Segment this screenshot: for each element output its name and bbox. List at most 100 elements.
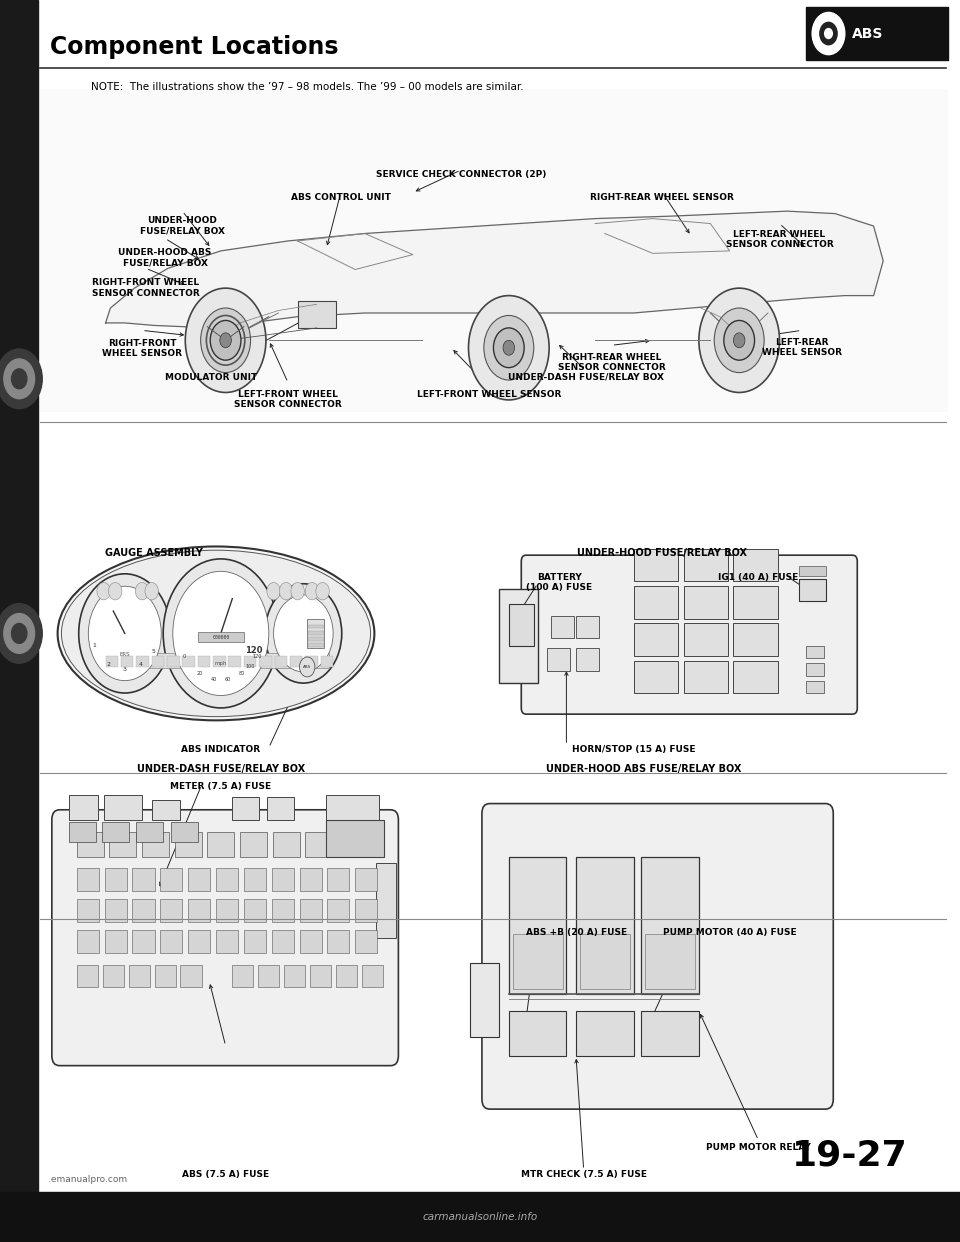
Bar xyxy=(182,656,195,667)
Circle shape xyxy=(724,320,755,360)
Text: 0: 0 xyxy=(182,655,186,660)
Text: ABS: ABS xyxy=(852,26,883,41)
Text: .emanualpro.com: .emanualpro.com xyxy=(48,1175,127,1185)
Bar xyxy=(307,619,324,648)
Circle shape xyxy=(503,340,515,355)
Text: 5: 5 xyxy=(151,648,155,653)
Text: UNDER-HOOD ABS FUSE/RELAY BOX: UNDER-HOOD ABS FUSE/RELAY BOX xyxy=(545,764,741,774)
Bar xyxy=(273,832,300,857)
Bar xyxy=(470,963,499,1037)
Bar xyxy=(551,616,574,638)
Bar xyxy=(799,579,826,601)
Bar xyxy=(232,965,253,987)
Circle shape xyxy=(4,614,35,653)
Circle shape xyxy=(812,12,845,55)
Bar xyxy=(175,832,202,857)
Circle shape xyxy=(493,328,524,368)
Text: MTR CHECK (7.5 A) FUSE: MTR CHECK (7.5 A) FUSE xyxy=(520,1170,647,1179)
Bar xyxy=(160,899,182,922)
Bar xyxy=(142,832,169,857)
Circle shape xyxy=(173,571,269,696)
Bar xyxy=(240,832,267,857)
Bar xyxy=(69,795,98,820)
Text: 120: 120 xyxy=(252,655,262,660)
Circle shape xyxy=(201,308,251,373)
Circle shape xyxy=(279,582,293,600)
Circle shape xyxy=(274,595,333,672)
Bar xyxy=(509,857,566,994)
Bar xyxy=(69,822,96,842)
Bar xyxy=(321,656,333,667)
Bar xyxy=(308,625,324,628)
Circle shape xyxy=(825,29,832,39)
Bar xyxy=(684,549,728,581)
Bar xyxy=(136,656,149,667)
Bar xyxy=(188,868,210,891)
Bar xyxy=(499,589,538,683)
Text: carmanualsonline.info: carmanualsonline.info xyxy=(422,1212,538,1222)
Text: ERS: ERS xyxy=(119,652,131,657)
Bar xyxy=(160,930,182,953)
Bar xyxy=(267,797,294,820)
Text: ABS: ABS xyxy=(303,664,311,669)
Circle shape xyxy=(12,369,27,389)
Circle shape xyxy=(468,296,549,400)
FancyBboxPatch shape xyxy=(52,810,398,1066)
Bar xyxy=(77,930,99,953)
Bar xyxy=(645,934,695,989)
Bar xyxy=(308,631,324,635)
Bar xyxy=(576,1011,634,1056)
FancyBboxPatch shape xyxy=(521,555,857,714)
Text: 1: 1 xyxy=(92,643,96,648)
Bar xyxy=(198,656,210,667)
Bar xyxy=(806,663,824,676)
Bar xyxy=(733,623,778,656)
Bar xyxy=(198,632,244,642)
Bar xyxy=(258,965,279,987)
Bar xyxy=(188,899,210,922)
Bar xyxy=(180,965,202,987)
Bar xyxy=(105,930,127,953)
Circle shape xyxy=(12,623,27,643)
Bar xyxy=(104,795,142,820)
Bar xyxy=(376,863,396,938)
Bar xyxy=(232,797,259,820)
Bar xyxy=(105,899,127,922)
Text: LEFT-FRONT WHEEL
SENSOR CONNECTOR: LEFT-FRONT WHEEL SENSOR CONNECTOR xyxy=(234,390,342,410)
Bar xyxy=(300,899,322,922)
Bar xyxy=(305,832,332,857)
Text: GAUGE ASSEMBLY: GAUGE ASSEMBLY xyxy=(105,548,203,558)
Text: 2: 2 xyxy=(107,662,110,667)
Bar xyxy=(102,822,129,842)
Bar xyxy=(132,868,155,891)
Circle shape xyxy=(135,582,149,600)
Bar xyxy=(806,681,824,693)
Bar xyxy=(355,899,377,922)
Bar xyxy=(576,648,599,671)
Bar xyxy=(305,656,318,667)
Text: 100: 100 xyxy=(246,663,255,668)
Bar xyxy=(207,832,234,857)
Bar xyxy=(733,661,778,693)
Text: LEFT-REAR
WHEEL SENSOR: LEFT-REAR WHEEL SENSOR xyxy=(761,338,842,358)
Bar xyxy=(244,930,266,953)
Bar xyxy=(327,899,349,922)
Circle shape xyxy=(820,22,837,45)
Bar xyxy=(327,930,349,953)
Bar xyxy=(336,965,357,987)
Circle shape xyxy=(291,582,304,600)
Bar xyxy=(355,868,377,891)
Circle shape xyxy=(4,359,35,399)
Bar xyxy=(326,820,384,857)
Bar xyxy=(634,623,678,656)
Bar xyxy=(290,656,302,667)
Text: RIGHT-FRONT WHEEL
SENSOR CONNECTOR: RIGHT-FRONT WHEEL SENSOR CONNECTOR xyxy=(92,278,200,298)
Circle shape xyxy=(145,582,158,600)
Bar xyxy=(216,930,238,953)
Bar xyxy=(244,656,256,667)
Bar xyxy=(244,899,266,922)
Circle shape xyxy=(210,320,241,360)
Circle shape xyxy=(97,582,110,600)
Text: 120: 120 xyxy=(245,646,262,656)
Bar xyxy=(799,566,826,576)
